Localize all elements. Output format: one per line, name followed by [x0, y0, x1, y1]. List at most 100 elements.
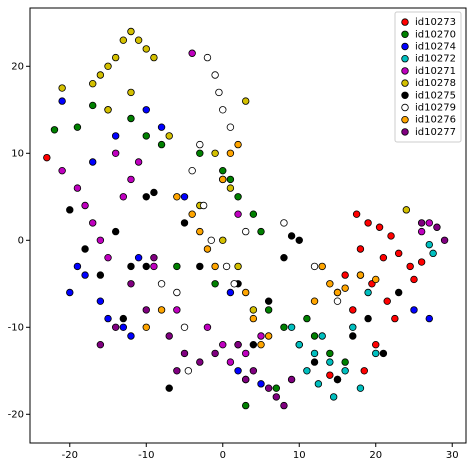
scatter-point	[157, 123, 166, 131]
scatter-point	[134, 36, 143, 44]
scatter-point	[111, 53, 120, 62]
scatter-point	[203, 245, 212, 253]
scatter-point	[257, 380, 265, 388]
y-tick-label: 20	[11, 61, 24, 72]
scatter-point	[222, 262, 231, 271]
scatter-point	[341, 367, 349, 375]
scatter-point	[234, 210, 242, 218]
scatter-point	[127, 175, 135, 184]
scatter-point	[150, 188, 158, 197]
scatter-point	[219, 106, 227, 114]
scatter-point	[211, 262, 219, 271]
scatter-point	[73, 184, 82, 192]
scatter-point	[280, 253, 288, 262]
scatter-point	[264, 306, 273, 314]
scatter-point	[96, 340, 105, 349]
legend-label: id10278	[415, 78, 456, 89]
scatter-point	[196, 149, 204, 157]
x-tick-label: 30	[446, 450, 459, 461]
scatter-point	[142, 306, 150, 314]
scatter-point	[157, 280, 166, 288]
scatter-point	[394, 288, 403, 297]
scatter-point	[81, 271, 89, 279]
scatter-point	[360, 367, 368, 375]
scatter-point	[234, 340, 242, 349]
scatter-point	[287, 232, 296, 240]
scatter-point	[230, 280, 238, 288]
scatter-point	[165, 384, 173, 392]
scatter-point	[394, 249, 403, 258]
scatter-point	[249, 210, 258, 218]
scatter-point	[89, 158, 97, 166]
scatter-point	[96, 297, 105, 305]
scatter-point	[410, 275, 418, 284]
scatter-point	[310, 262, 319, 271]
legend-marker	[401, 115, 409, 124]
legend-label: id10272	[415, 54, 456, 65]
scatter-point	[96, 236, 105, 244]
scatter-point	[226, 123, 235, 131]
scatter-point	[272, 393, 281, 401]
legend-label: id10270	[415, 29, 456, 40]
scatter-point	[66, 206, 74, 214]
scatter-point	[188, 210, 196, 218]
scatter-point	[379, 349, 388, 358]
scatter-point	[89, 219, 97, 227]
scatter-point	[196, 227, 204, 236]
scatter-point	[364, 314, 372, 323]
scatter-point	[142, 132, 150, 140]
scatter-point	[104, 62, 112, 70]
scatter-point	[242, 227, 250, 236]
scatter-point	[310, 332, 319, 340]
scatter-point	[180, 219, 189, 227]
legend-marker	[401, 128, 409, 136]
scatter-point	[379, 253, 388, 262]
scatter-point	[173, 367, 181, 375]
scatter-point	[280, 323, 288, 331]
y-tick-label: 10	[11, 148, 24, 159]
scatter-point	[150, 253, 158, 262]
scatter-point	[234, 193, 242, 201]
scatter-point	[127, 114, 135, 123]
scatter-point	[333, 375, 342, 384]
scatter-point	[375, 223, 384, 231]
scatter-point	[165, 132, 173, 140]
scatter-point	[310, 358, 319, 366]
scatter-point	[303, 314, 311, 323]
scatter-point	[173, 193, 181, 201]
scatter-point	[372, 340, 380, 349]
scatter-point	[58, 166, 66, 175]
scatter-point	[333, 288, 342, 297]
scatter-point	[234, 262, 242, 271]
legend-marker	[401, 42, 409, 51]
scatter-point	[326, 349, 334, 358]
scatter-point	[196, 140, 204, 149]
scatter-point	[226, 288, 235, 297]
scatter-point	[150, 262, 158, 271]
scatter-point	[383, 297, 391, 305]
scatter-point	[111, 227, 120, 236]
scatter-point	[349, 332, 357, 340]
scatter-point	[211, 349, 219, 358]
scatter-point	[226, 358, 235, 366]
scatter-point	[257, 332, 265, 340]
scatter-point	[134, 158, 143, 166]
scatter-point	[429, 249, 437, 258]
scatter-point	[81, 201, 89, 210]
scatter-point	[391, 314, 399, 323]
scatter-point	[173, 306, 181, 314]
scatter-point	[295, 340, 303, 349]
scatter-point	[257, 340, 265, 349]
scatter-point	[184, 367, 193, 375]
scatter-point	[127, 27, 135, 36]
scatter-point	[287, 323, 296, 331]
scatter-point	[119, 314, 128, 323]
scatter-point	[242, 349, 250, 358]
scatter-point	[410, 306, 418, 314]
scatter-point	[73, 262, 82, 271]
legend-label: id10277	[415, 127, 456, 138]
x-tick-label: 20	[369, 450, 382, 461]
scatter-point	[349, 323, 357, 331]
legend-box	[394, 11, 462, 143]
